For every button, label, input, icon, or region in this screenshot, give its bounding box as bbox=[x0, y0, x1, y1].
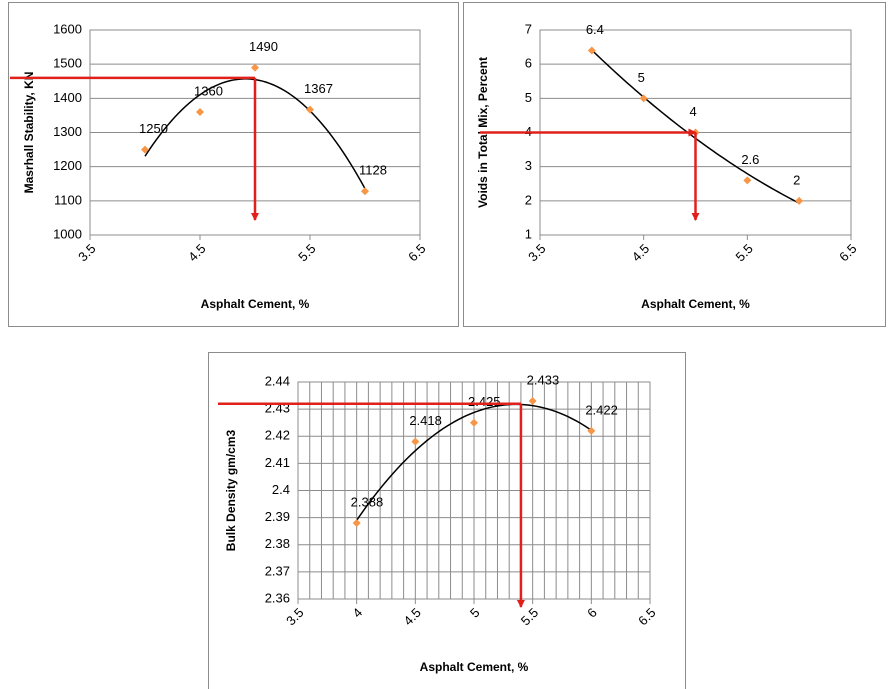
y-tick-label: 1000 bbox=[53, 226, 82, 241]
y-tick-label: 2.44 bbox=[265, 373, 290, 388]
data-label: 2.388 bbox=[351, 494, 384, 509]
y-tick-label: 1100 bbox=[54, 192, 82, 207]
data-point bbox=[795, 196, 804, 205]
data-point bbox=[196, 108, 204, 116]
y-tick-label: 2.36 bbox=[265, 590, 290, 605]
data-point bbox=[141, 145, 149, 154]
data-point bbox=[361, 187, 369, 196]
y-tick-label: 7 bbox=[525, 21, 532, 36]
y-tick-label: 3 bbox=[525, 158, 532, 173]
trendline bbox=[356, 403, 592, 521]
data-point bbox=[411, 437, 420, 446]
y-tick-label: 2.38 bbox=[265, 536, 290, 551]
chart-frame bbox=[208, 352, 686, 689]
y-tick-label: 1500 bbox=[53, 56, 82, 71]
data-label: 2.6 bbox=[741, 152, 759, 167]
data-point bbox=[528, 396, 537, 405]
y-tick-label: 2.37 bbox=[265, 563, 290, 578]
y-tick-label: 1400 bbox=[53, 90, 82, 105]
data-label: 1250 bbox=[139, 121, 168, 136]
y-tick-label: 2.42 bbox=[265, 428, 290, 443]
data-label: 1360 bbox=[194, 83, 223, 98]
data-label: 5 bbox=[638, 70, 645, 85]
y-tick-label: 6 bbox=[525, 56, 532, 71]
data-point bbox=[470, 418, 478, 427]
y-axis-title: Masrhall Stability, KN bbox=[22, 72, 36, 194]
data-label: 1367 bbox=[304, 81, 333, 96]
chart-frame bbox=[8, 2, 459, 327]
y-tick-label: 1200 bbox=[53, 158, 82, 173]
data-label: 2.422 bbox=[585, 402, 618, 417]
y-tick-label: 5 bbox=[525, 90, 532, 105]
x-axis-title: Asphalt Cement, % bbox=[420, 660, 529, 674]
data-label: 2.425 bbox=[468, 394, 501, 409]
y-tick-label: 2.41 bbox=[265, 455, 290, 470]
data-label: 2.433 bbox=[527, 372, 560, 387]
y-tick-label: 2 bbox=[525, 192, 532, 207]
x-axis-title: Asphalt Cement, % bbox=[201, 297, 310, 311]
chart-frame bbox=[463, 2, 886, 327]
data-label: 4 bbox=[690, 104, 697, 119]
y-tick-label: 2.39 bbox=[265, 509, 290, 524]
y-axis-title: Bulk Density gm/cm3 bbox=[224, 429, 238, 551]
data-label: 6.4 bbox=[586, 22, 604, 37]
data-point bbox=[251, 63, 259, 72]
data-label: 1128 bbox=[359, 163, 387, 178]
x-axis-title: Asphalt Cement, % bbox=[641, 297, 750, 311]
data-label: 2 bbox=[793, 172, 800, 187]
data-point bbox=[639, 94, 648, 103]
y-tick-label: 1 bbox=[525, 226, 532, 241]
y-tick-label: 2.4 bbox=[272, 482, 290, 497]
data-label: 2.418 bbox=[409, 413, 442, 428]
data-point bbox=[306, 105, 314, 114]
data-point bbox=[352, 519, 361, 528]
plot-border bbox=[89, 29, 421, 236]
data-point bbox=[587, 426, 596, 435]
y-tick-label: 1600 bbox=[53, 21, 82, 36]
data-point bbox=[743, 176, 752, 185]
data-point bbox=[587, 46, 596, 55]
y-tick-label: 1300 bbox=[53, 124, 82, 139]
data-label: 1490 bbox=[249, 39, 278, 54]
